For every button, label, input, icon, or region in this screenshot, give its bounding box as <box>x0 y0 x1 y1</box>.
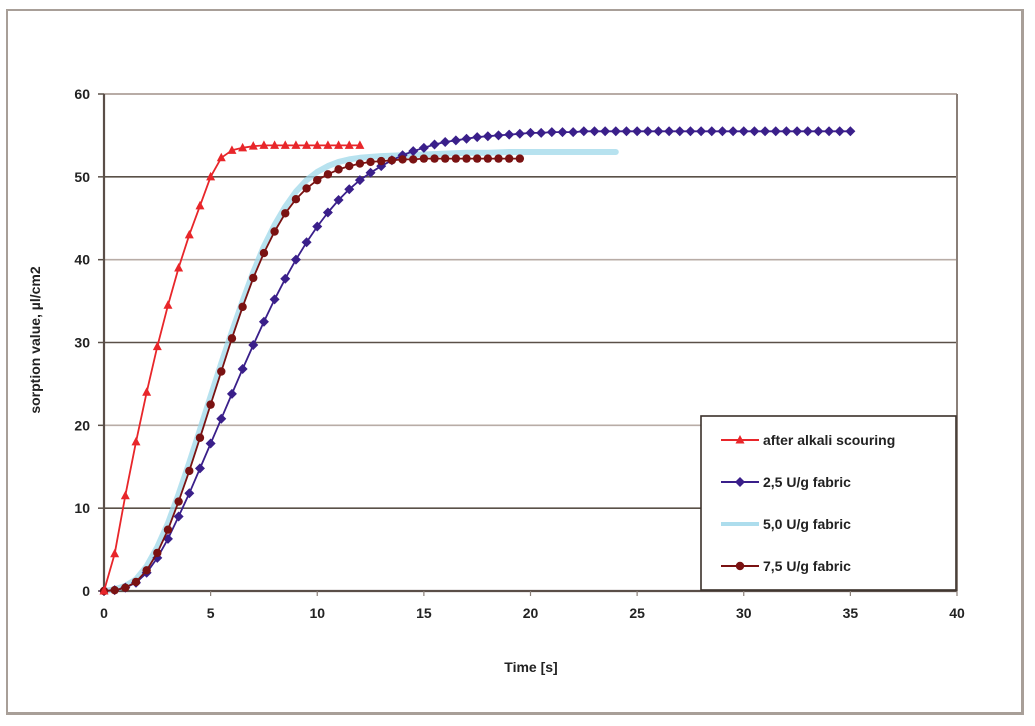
legend-item: 2,5 U/g fabric <box>721 474 851 490</box>
x-tick-label: 5 <box>207 605 215 621</box>
data-series <box>99 126 856 596</box>
x-tick-label: 30 <box>736 605 752 621</box>
x-tick-label: 15 <box>416 605 432 621</box>
chart-frame <box>6 9 1024 715</box>
y-axis-title: sorption value, µl/cm2 <box>27 266 43 414</box>
series-after-alkali-scouring <box>99 140 365 595</box>
x-tick-label: 40 <box>949 605 965 621</box>
x-tick-label: 20 <box>523 605 539 621</box>
x-axis-title: Time [s] <box>504 659 557 675</box>
y-tick-label: 30 <box>74 335 90 351</box>
legend: after alkali scouring 2,5 U/g fabric 5,0 U… <box>700 415 957 591</box>
legend-item: after alkali scouring <box>721 432 895 448</box>
y-tick-label: 40 <box>74 252 90 268</box>
legend-label: 2,5 U/g fabric <box>763 474 851 490</box>
y-tick-label: 0 <box>82 583 90 599</box>
x-tick-label: 10 <box>309 605 325 621</box>
x-tick-label: 35 <box>843 605 859 621</box>
x-tick-label: 25 <box>629 605 645 621</box>
series-5-0-u-g-fabric <box>101 149 619 594</box>
y-tick-label: 20 <box>74 417 90 433</box>
y-tick-label: 60 <box>74 86 90 102</box>
y-axis-ticks: 0 10 20 30 40 50 60 <box>74 86 104 599</box>
x-axis-ticks: 0 5 10 15 20 25 30 35 40 <box>100 591 965 621</box>
legend-label: 5,0 U/g fabric <box>763 516 851 532</box>
legend-item: 7,5 U/g fabric <box>721 558 851 574</box>
y-tick-label: 10 <box>74 500 90 516</box>
series-7-5-u-g-fabric <box>99 154 525 596</box>
y-tick-label: 50 <box>74 169 90 185</box>
legend-label: after alkali scouring <box>763 432 895 448</box>
legend-item: 5,0 U/g fabric <box>721 516 851 532</box>
legend-label: 7,5 U/g fabric <box>763 558 851 574</box>
x-tick-label: 0 <box>100 605 108 621</box>
